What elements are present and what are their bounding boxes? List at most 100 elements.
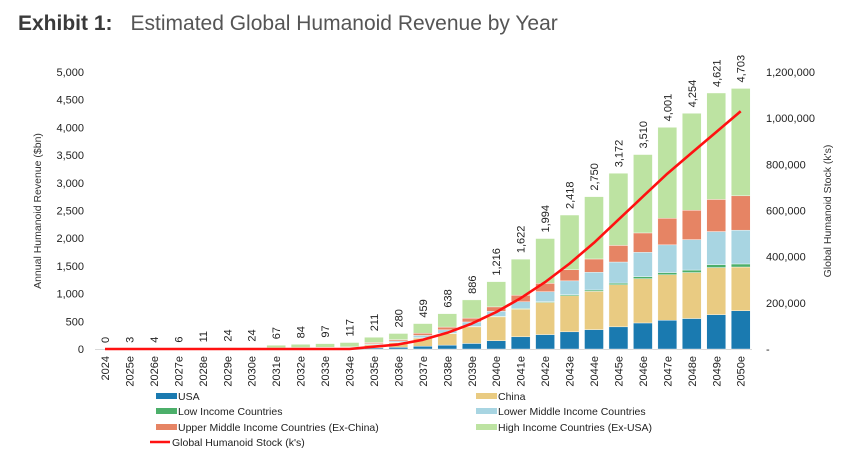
bar-segment-lower-middle-income-countries	[731, 229, 751, 265]
legend-label: USA	[178, 391, 200, 403]
bar-segment-high-income-countries-ex-usa	[510, 258, 531, 296]
bar-segment-low-income-countries	[682, 269, 702, 273]
legend-item: USA	[156, 391, 200, 403]
bar-segment-upper-middle-income-countries-ex-china	[731, 195, 751, 231]
bar-segment-high-income-countries-ex-usa	[413, 323, 433, 334]
total-data-label: 24	[222, 329, 234, 341]
y-tick-label: 5,000	[56, 67, 84, 79]
bar-segment-china	[633, 278, 653, 324]
bar-segment-low-income-countries	[657, 272, 678, 275]
bar-segment-china	[510, 308, 531, 338]
total-data-label: 3,510	[638, 121, 650, 149]
bar-segment-usa	[510, 336, 531, 350]
bars	[119, 88, 751, 350]
total-data-label: 0	[100, 337, 112, 343]
x-tick-label: 2028e	[198, 356, 210, 387]
bar-segment-china	[706, 267, 726, 315]
bar-segment-usa	[413, 346, 433, 350]
legend-item: China	[476, 391, 526, 403]
stock-line	[105, 110, 742, 351]
legend-swatch	[476, 393, 497, 399]
y-axis-left: 0 500 1,000 1,500 2,000 2,500 3,000 3,500 4,000 4…	[56, 67, 84, 356]
total-data-label: 3,172	[613, 140, 625, 168]
legend-label: Upper Middle Income Countries (Ex-China)	[178, 422, 379, 434]
bar-segment-usa	[437, 344, 457, 350]
bar-segment-high-income-countries-ex-usa	[584, 196, 604, 260]
bar-segment-high-income-countries-ex-usa	[315, 343, 335, 348]
bar-segment-low-income-countries	[584, 289, 604, 292]
bar-segment-high-income-countries-ex-usa	[266, 345, 286, 348]
x-tick-label: 2037e	[418, 356, 430, 387]
total-data-label: 2,750	[589, 163, 601, 191]
bar-segment-lower-middle-income-countries	[633, 252, 653, 277]
bar-segment-high-income-countries-ex-usa	[559, 214, 580, 270]
total-data-label: 280	[393, 309, 405, 327]
x-tick-label: 2033e	[320, 356, 332, 387]
total-data-label: 67	[271, 327, 283, 339]
bar-segment-usa	[584, 329, 604, 350]
bar-segment-china	[559, 295, 580, 333]
x-tick-label: 2032e	[296, 356, 308, 387]
bar-segment-china	[535, 302, 555, 335]
x-tick-label: 2024	[100, 356, 112, 380]
x-tick-label: 2045e	[613, 356, 625, 387]
total-data-label: 638	[442, 289, 454, 307]
bar-segment-usa	[535, 334, 555, 350]
legend-swatch	[156, 424, 177, 430]
legend-item: Low Income Countries	[156, 406, 282, 418]
legend-swatch	[156, 393, 177, 399]
x-tick-label: 2039e	[467, 356, 479, 387]
bar-segment-high-income-countries-ex-usa	[706, 92, 726, 200]
y-tick-label: 1,000	[56, 289, 84, 301]
x-tick-label: 2040e	[491, 356, 503, 387]
bar-segment-low-income-countries	[731, 263, 751, 268]
y2-tick-label: -	[766, 344, 770, 356]
bar-segment-usa	[706, 314, 726, 350]
bar-segment-china	[731, 266, 751, 311]
legend-label: China	[498, 391, 526, 403]
bar-segment-upper-middle-income-countries-ex-china	[413, 333, 433, 336]
bar-segment-usa	[657, 319, 678, 350]
bar-segment-lower-middle-income-countries	[559, 280, 580, 295]
total-data-label: 4,703	[736, 55, 748, 83]
total-data-label: 1,216	[491, 248, 503, 276]
total-data-label: 117	[345, 319, 357, 337]
x-tick-label: 2044e	[589, 356, 601, 387]
x-tick-label: 2048e	[687, 356, 699, 387]
total-data-label: 4,621	[711, 59, 723, 87]
x-tick-label: 2041e	[516, 356, 528, 387]
y-tick-label: 4,000	[56, 122, 84, 134]
x-tick-label: 2049e	[711, 356, 723, 387]
x-tick-label: 2030e	[247, 356, 259, 387]
y-axis-right: - 200,000 400,000 600,000 800,000 1,000,000 1,…	[766, 67, 815, 356]
total-data-label: 1,994	[540, 205, 552, 233]
bar-segment-upper-middle-income-countries-ex-china	[657, 218, 678, 246]
x-tick-label: 2034e	[345, 356, 357, 387]
bar-segment-upper-middle-income-countries-ex-china	[388, 339, 409, 342]
legend-item: High Income Countries (Ex-USA)	[476, 422, 652, 434]
legend: USA China Low Income Countries Lower Middle…	[150, 391, 652, 449]
legend-swatch	[476, 408, 497, 414]
total-data-label: 97	[320, 325, 332, 337]
bar-segment-high-income-countries-ex-usa	[486, 281, 506, 308]
bar-segment-upper-middle-income-countries-ex-china	[706, 199, 726, 232]
x-tick-label: 2038e	[442, 356, 454, 387]
bar-segment-high-income-countries-ex-usa	[633, 154, 653, 234]
bar-segment-lower-middle-income-countries	[584, 272, 604, 291]
exhibit-label: Exhibit 1:	[18, 12, 113, 35]
total-data-label: 11	[198, 331, 210, 342]
bar-segment-upper-middle-income-countries-ex-china	[633, 232, 653, 253]
bar-segment-low-income-countries	[633, 276, 653, 279]
bar-segment-high-income-countries-ex-usa	[608, 173, 629, 246]
y-tick-label: 500	[66, 316, 84, 328]
x-tick-label: 2031e	[271, 356, 283, 387]
total-data-label: 2,418	[565, 182, 577, 210]
y-tick-label: 3,000	[56, 178, 84, 190]
bar-segment-high-income-countries-ex-usa	[731, 88, 751, 197]
legend-label: Global Humanoid Stock (k's)	[172, 437, 305, 449]
total-data-label: 459	[418, 299, 430, 317]
total-data-label: 6	[173, 337, 185, 343]
legend-label: High Income Countries (Ex-USA)	[498, 422, 652, 434]
y2-tick-label: 200,000	[766, 298, 806, 310]
